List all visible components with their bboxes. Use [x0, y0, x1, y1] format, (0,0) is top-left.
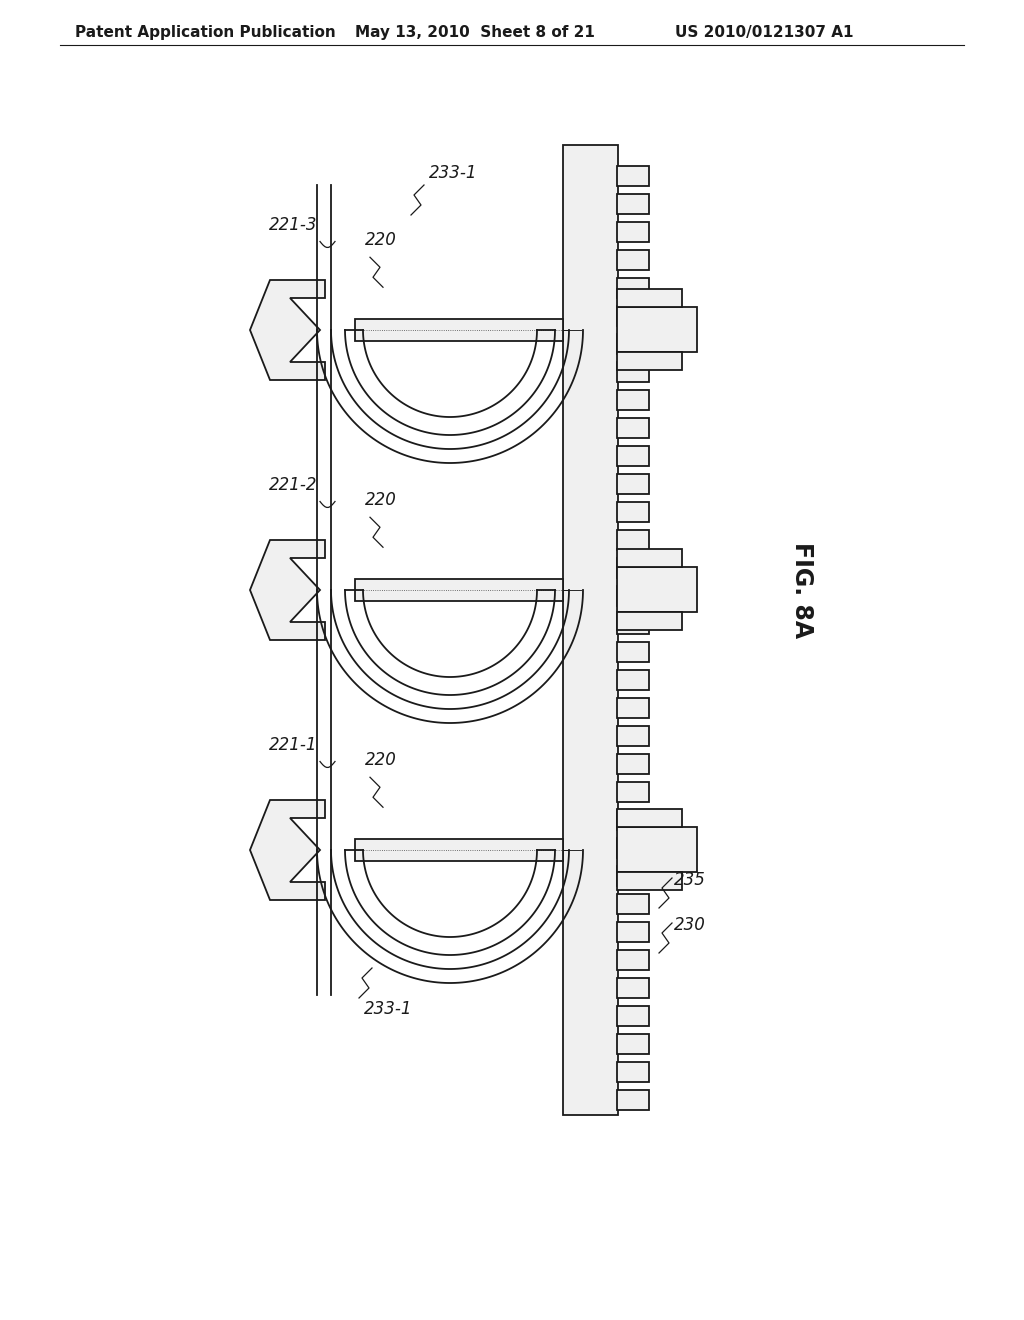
Text: May 13, 2010  Sheet 8 of 21: May 13, 2010 Sheet 8 of 21 [355, 25, 595, 40]
Bar [617, 726, 649, 746]
Bar [617, 568, 697, 612]
Bar [617, 558, 649, 578]
Bar [617, 289, 682, 308]
Bar [617, 754, 649, 774]
Bar [617, 950, 649, 970]
Polygon shape [250, 800, 325, 900]
Bar [617, 612, 682, 630]
Bar [617, 586, 649, 606]
Polygon shape [250, 540, 325, 640]
Bar [617, 866, 649, 886]
Text: 221-1: 221-1 [268, 737, 317, 755]
Bar [617, 614, 649, 634]
Text: 220: 220 [365, 751, 397, 770]
Polygon shape [250, 280, 325, 380]
Bar [617, 642, 649, 663]
Bar [617, 334, 649, 354]
Bar [617, 921, 649, 942]
Text: 235: 235 [674, 871, 706, 888]
Bar [617, 362, 649, 381]
Bar [617, 1063, 649, 1082]
Bar [617, 838, 649, 858]
Bar [617, 166, 649, 186]
Bar [617, 446, 649, 466]
Bar [617, 1034, 649, 1053]
Text: Patent Application Publication: Patent Application Publication [75, 25, 336, 40]
Bar [617, 1006, 649, 1026]
Bar [617, 531, 649, 550]
Bar [355, 579, 563, 601]
Bar [617, 502, 649, 521]
Text: 233-1: 233-1 [429, 164, 477, 182]
Bar [617, 308, 697, 352]
Text: 233-1: 233-1 [364, 1001, 413, 1018]
Bar [355, 840, 563, 861]
Bar [617, 279, 649, 298]
Bar [617, 1090, 649, 1110]
Bar [617, 810, 649, 830]
Bar [617, 873, 682, 890]
Bar [617, 474, 649, 494]
Bar [617, 549, 682, 568]
Bar [617, 894, 649, 913]
Bar [617, 671, 649, 690]
Bar [617, 249, 649, 271]
Bar [617, 418, 649, 438]
Bar [617, 781, 649, 803]
Bar [617, 978, 649, 998]
Bar [617, 828, 697, 873]
Bar [617, 194, 649, 214]
Text: US 2010/0121307 A1: US 2010/0121307 A1 [675, 25, 853, 40]
Bar [617, 389, 649, 411]
Bar [617, 222, 649, 242]
Bar [617, 698, 649, 718]
Bar [355, 319, 563, 341]
Text: FIG. 8A: FIG. 8A [790, 543, 814, 638]
Text: 221-2: 221-2 [268, 477, 317, 495]
Bar [563, 145, 618, 1115]
Bar [617, 809, 682, 828]
Bar [617, 352, 682, 370]
Text: 221-3: 221-3 [268, 216, 317, 235]
Text: 220: 220 [365, 491, 397, 510]
Bar [617, 306, 649, 326]
Text: 220: 220 [365, 231, 397, 249]
Text: 230: 230 [674, 916, 706, 935]
